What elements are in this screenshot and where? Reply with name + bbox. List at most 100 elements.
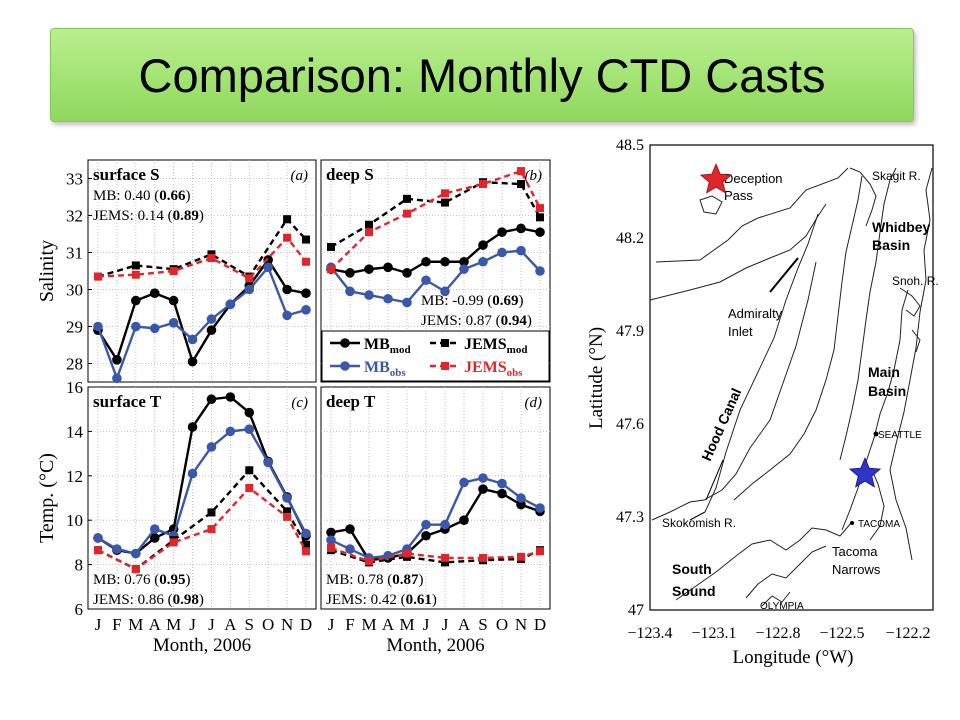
admiralty-marker-line <box>769 257 799 293</box>
stat-label: MB: 0.76 (0.95) <box>93 572 191 588</box>
data-point <box>168 318 179 328</box>
panel-tag: (d) <box>525 395 543 411</box>
data-point <box>206 325 217 336</box>
data-point <box>327 543 335 552</box>
legend-marker <box>340 361 350 371</box>
map-xtick: −122.5 <box>819 625 864 642</box>
data-point <box>112 544 122 554</box>
x-tick-label: F <box>345 615 354 634</box>
x-tick-label: M <box>399 615 414 634</box>
panel-title: deep S <box>326 165 374 184</box>
x-tick-label: J <box>95 615 102 634</box>
y-tick-label: 16 <box>66 378 83 397</box>
data-point <box>302 235 310 244</box>
data-point <box>459 256 469 267</box>
y-tick-label: 10 <box>66 511 83 530</box>
data-point <box>459 515 469 525</box>
label-admiralty: Admiralty <box>728 306 783 321</box>
coastline <box>649 167 933 607</box>
y-tick-label: 29 <box>66 318 83 337</box>
data-point <box>497 247 507 258</box>
data-point <box>479 553 487 562</box>
data-point <box>365 228 373 237</box>
y-tick-label: 28 <box>66 355 83 374</box>
stat-label: JEMS: 0.86 (0.98) <box>93 592 204 608</box>
label-tacoma-narrows-1: Tacoma <box>832 544 878 559</box>
legend: MBmod MBobs JEMSmod JEMSobs <box>321 330 550 382</box>
seattle-dot <box>873 431 879 437</box>
x-tick-label: N <box>515 615 527 634</box>
legend-label: MBmod <box>364 336 411 356</box>
data-point <box>497 488 507 499</box>
data-point <box>441 558 449 567</box>
label-main: Main <box>868 364 900 380</box>
panel-tag: (b) <box>525 168 543 184</box>
data-point <box>112 355 122 365</box>
data-point <box>112 373 122 384</box>
data-point <box>149 533 160 543</box>
panel-title: surface T <box>93 392 162 411</box>
data-point <box>403 209 411 218</box>
panel-title: deep T <box>326 392 376 411</box>
data-point <box>345 286 355 297</box>
slide-title: Comparison: Monthly CTD Casts <box>138 48 826 102</box>
y-axis-label-temp: Temp. (°C) <box>36 453 58 543</box>
data-point <box>516 245 526 256</box>
label-whidbey-basin: Basin <box>872 237 910 253</box>
data-point <box>244 424 255 434</box>
y-tick-label: 30 <box>66 281 83 300</box>
data-point <box>517 552 525 561</box>
label-seattle: SEATTLE <box>878 430 922 441</box>
map-xtick: −122.2 <box>885 625 930 642</box>
data-point <box>282 310 292 321</box>
data-point <box>225 299 236 310</box>
x-tick-label: A <box>458 615 471 634</box>
map-ytick: 48.2 <box>616 230 644 247</box>
map-x-label: Longitude (°W) <box>732 647 853 668</box>
data-point <box>245 274 254 283</box>
label-pass: Pass <box>724 188 753 203</box>
data-point <box>206 442 217 452</box>
map-y-label: Latitude (°N) <box>586 327 607 429</box>
x-tick-label: A <box>149 615 162 634</box>
label-south: South <box>672 561 712 577</box>
stat-label: JEMS: 0.14 (0.89) <box>93 208 204 224</box>
data-point <box>225 426 236 437</box>
y-tick-label: 12 <box>66 467 83 486</box>
map-ytick: 48.5 <box>616 137 644 154</box>
data-point <box>441 189 449 198</box>
data-point <box>283 507 292 516</box>
data-point <box>402 268 412 278</box>
data-point <box>93 533 103 543</box>
data-point <box>282 284 292 295</box>
panel-tag: (a) <box>291 168 309 184</box>
y-tick-label: 32 <box>66 207 83 226</box>
data-point <box>536 213 544 222</box>
data-point <box>131 548 141 559</box>
x-tick-label: F <box>112 615 121 634</box>
x-axis-label: Month, 2006 <box>153 635 251 656</box>
data-point <box>365 557 373 566</box>
red-station-star <box>699 162 733 194</box>
data-point <box>403 549 411 558</box>
data-point <box>149 288 160 299</box>
data-point <box>516 493 526 503</box>
skokomish-line <box>689 511 706 521</box>
data-point <box>302 547 310 556</box>
series-line <box>96 264 307 382</box>
data-point <box>245 484 254 493</box>
tacoma-dot <box>850 521 854 525</box>
data-point <box>263 457 273 468</box>
data-point <box>478 240 488 250</box>
data-point <box>244 284 255 295</box>
map-x-ticks: −123.4 −123.1 −122.8 −122.5 −122.2 <box>627 625 930 642</box>
data-point <box>421 530 431 541</box>
data-point <box>421 256 431 267</box>
data-point <box>497 478 507 489</box>
data-point <box>441 198 449 207</box>
data-point <box>302 257 310 266</box>
label-skagit: Skagit R. <box>872 169 921 183</box>
data-point <box>169 538 178 547</box>
x-tick-label: O <box>262 615 274 634</box>
